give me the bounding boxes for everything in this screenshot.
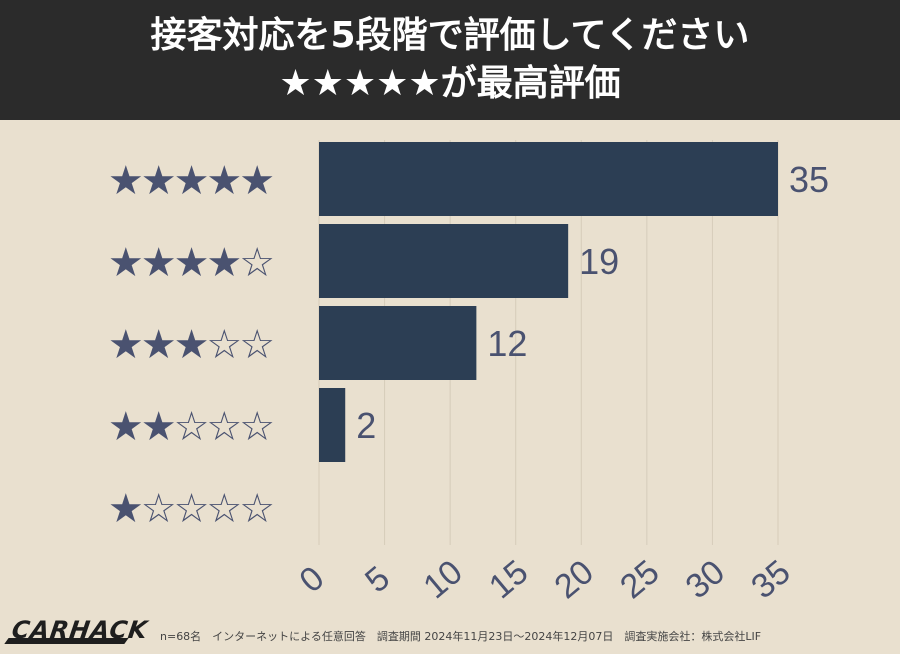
x-tick-label-5: 25 [613,553,666,606]
category-label-4: ★☆☆☆☆ [108,486,273,532]
chart-title-line-1: 接客対応を5段階で評価してください [150,15,750,56]
value-label-0: 35 [789,159,829,200]
value-label-1: 19 [579,241,619,282]
x-tick-label-1: 5 [358,559,397,600]
bar-1 [319,224,569,298]
x-tick-label-7: 35 [744,553,797,606]
x-tick-label-3: 15 [482,553,535,606]
bar-0 [319,142,778,216]
bar-2 [319,306,477,380]
x-tick-label-2: 10 [416,553,469,606]
value-label-2: 12 [487,323,527,364]
x-tick-label-0: 0 [292,559,331,600]
value-label-3: 2 [356,405,376,446]
title-banner: 接客対応を5段階で評価してください ★★★★★が最高評価 [0,0,900,120]
category-label-1: ★★★★☆ [108,240,273,286]
bar-3 [319,388,346,462]
category-label-2: ★★★☆☆ [108,322,273,368]
category-label-0: ★★★★★ [108,158,273,204]
x-tick-label-4: 20 [548,553,601,606]
category-label-3: ★★☆☆☆ [108,404,273,450]
survey-note: n=68名 インターネットによる任意回答 調査期間 2024年11月23日〜20… [160,630,762,643]
x-tick-label-6: 30 [679,553,732,606]
bar-chart: ★★★★★ 35 ★★★★☆ 19 ★★★☆☆ 12 ★★☆☆☆ 2 ★☆☆☆☆ 0 5 10 15 20… [108,140,829,606]
chart-title-line-2: ★★★★★が最高評価 [279,63,621,104]
carhack-logo: CARHACK [10,616,150,644]
